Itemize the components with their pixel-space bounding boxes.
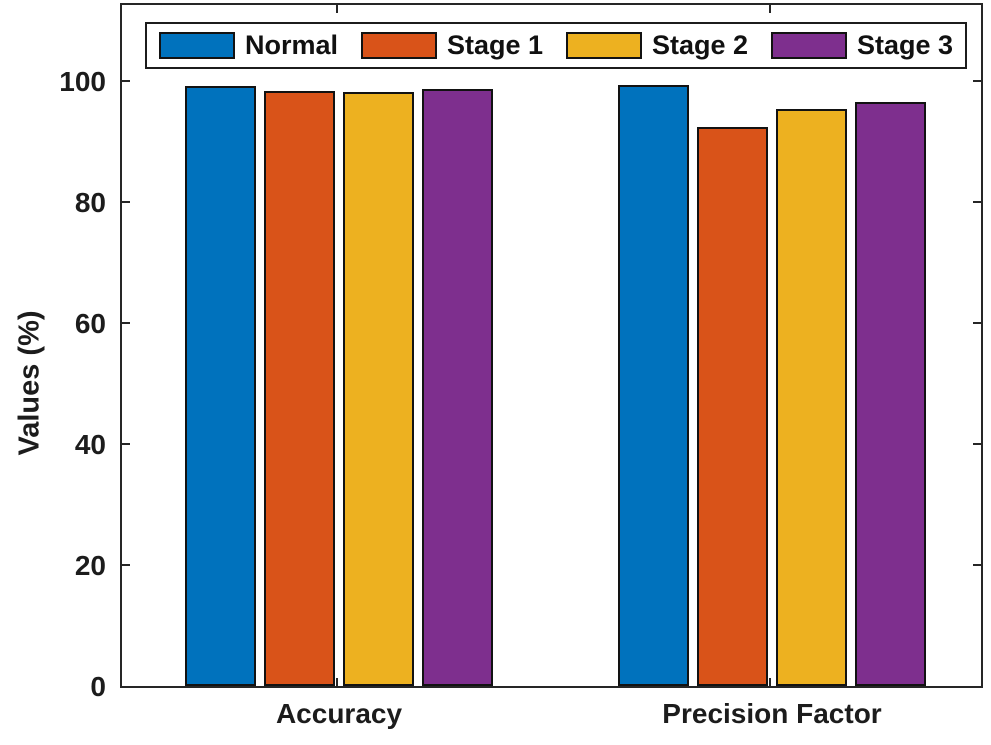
bar-stage-3-precision-factor (855, 102, 926, 686)
y-tick-label-20: 20 (74, 550, 106, 581)
legend-item-stage-2: Stage 2 (565, 30, 748, 61)
legend-swatch-normal (159, 32, 235, 59)
bar-stage-1-precision-factor (697, 127, 768, 686)
y-tick-left-40 (122, 443, 130, 445)
y-tick-left-60 (122, 322, 130, 324)
x-tick-bottom-precision-factor (769, 678, 771, 686)
x-tick-label-precision-factor: Precision Factor (662, 698, 882, 729)
x-tick-top-precision-factor (769, 5, 771, 13)
x-tick-top-accuracy (336, 5, 338, 13)
y-tick-label-60: 60 (74, 308, 106, 339)
legend-label-stage-3: Stage 3 (856, 30, 953, 60)
y-tick-label-0: 0 (90, 671, 106, 702)
legend: Normal Stage 1 Stage 2 Stage 3 (145, 22, 967, 69)
y-tick-left-20 (122, 564, 130, 566)
y-tick-right-100 (973, 80, 981, 82)
legend-swatch-stage-2 (565, 32, 642, 59)
y-tick-right-60 (973, 322, 981, 324)
y-tick-right-40 (973, 443, 981, 445)
y-tick-left-100 (122, 80, 130, 82)
y-tick-right-80 (973, 201, 981, 203)
x-tick-label-accuracy: Accuracy (275, 698, 403, 729)
bar-stage-2-precision-factor (776, 109, 847, 686)
bar-stage-1-accuracy (264, 91, 335, 686)
legend-item-normal: Normal (159, 30, 338, 61)
y-tick-label-80: 80 (74, 187, 106, 218)
legend-label-stage-1: Stage 1 (446, 30, 544, 60)
y-tick-label-100: 100 (59, 66, 106, 97)
bar-stage-2-accuracy (343, 92, 414, 686)
bar-normal-precision-factor (618, 85, 689, 686)
legend-label-stage-2: Stage 2 (651, 30, 748, 60)
x-tick-bottom-accuracy (336, 678, 338, 686)
y-tick-label-40: 40 (74, 429, 106, 460)
legend-swatch-stage-3 (770, 32, 847, 59)
bar-normal-accuracy (185, 86, 256, 686)
bar-stage-3-accuracy (422, 89, 493, 686)
legend-item-stage-3: Stage 3 (770, 30, 953, 61)
y-tick-right-20 (973, 564, 981, 566)
plot-area (120, 3, 983, 688)
legend-item-stage-1: Stage 1 (360, 30, 544, 61)
y-tick-left-80 (122, 201, 130, 203)
legend-swatch-stage-1 (360, 32, 437, 59)
legend-label-normal: Normal (245, 30, 339, 60)
